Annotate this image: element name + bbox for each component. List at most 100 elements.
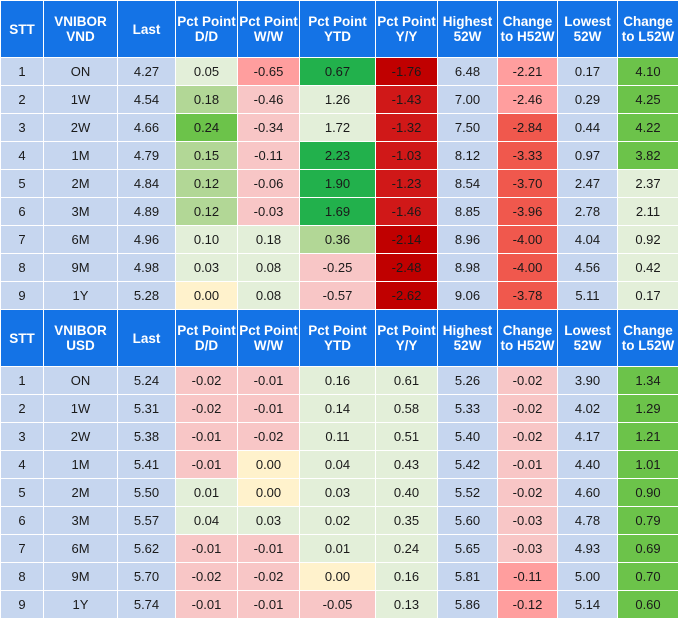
stt-cell: 9 (1, 282, 44, 310)
pct-ww-cell: -0.11 (238, 142, 300, 170)
pct-ytd-cell: 2.23 (300, 142, 376, 170)
highest-52w-cell: 5.86 (438, 591, 498, 619)
tenor-cell: 2W (44, 423, 118, 451)
header-pct-ytd: Pct Point YTD (300, 310, 376, 367)
pct-yy-cell: 0.51 (376, 423, 438, 451)
pct-ytd-cell: 1.69 (300, 198, 376, 226)
stt-cell: 4 (1, 451, 44, 479)
pct-ytd-cell: 0.03 (300, 479, 376, 507)
pct-yy-cell: 0.35 (376, 507, 438, 535)
last-cell: 4.27 (118, 58, 176, 86)
pct-yy-cell: -1.03 (376, 142, 438, 170)
stt-cell: 7 (1, 535, 44, 563)
change-h52w-cell: -3.70 (498, 170, 558, 198)
pct-yy-cell: -1.43 (376, 86, 438, 114)
pct-ww-cell: -0.06 (238, 170, 300, 198)
change-l52w-cell: 2.37 (618, 170, 678, 198)
stt-cell: 2 (1, 395, 44, 423)
pct-ww-cell: -0.65 (238, 58, 300, 86)
header-stt: STT (1, 1, 44, 58)
lowest-52w-cell: 0.44 (558, 114, 618, 142)
pct-dd-cell: 0.24 (176, 114, 238, 142)
stt-cell: 9 (1, 591, 44, 619)
last-cell: 5.62 (118, 535, 176, 563)
header-lowest-52w: Lowest 52W (558, 310, 618, 367)
change-l52w-cell: 0.60 (618, 591, 678, 619)
change-l52w-cell: 0.17 (618, 282, 678, 310)
last-cell: 4.98 (118, 254, 176, 282)
change-l52w-cell: 1.29 (618, 395, 678, 423)
tenor-cell: 6M (44, 226, 118, 254)
header-highest-52w: Highest 52W (438, 1, 498, 58)
pct-yy-cell: 0.40 (376, 479, 438, 507)
tenor-cell: 1W (44, 86, 118, 114)
lowest-52w-cell: 4.04 (558, 226, 618, 254)
pct-yy-cell: -2.62 (376, 282, 438, 310)
highest-52w-cell: 7.00 (438, 86, 498, 114)
highest-52w-cell: 5.65 (438, 535, 498, 563)
header-change-l52w: Change to L52W (618, 1, 678, 58)
highest-52w-cell: 6.48 (438, 58, 498, 86)
pct-ww-cell: -0.03 (238, 198, 300, 226)
lowest-52w-cell: 5.14 (558, 591, 618, 619)
change-h52w-cell: -3.78 (498, 282, 558, 310)
lowest-52w-cell: 4.56 (558, 254, 618, 282)
highest-52w-cell: 5.40 (438, 423, 498, 451)
change-l52w-cell: 0.69 (618, 535, 678, 563)
pct-ytd-cell: 0.11 (300, 423, 376, 451)
highest-52w-cell: 8.85 (438, 198, 498, 226)
tenor-cell: 3M (44, 507, 118, 535)
tenor-cell: 2M (44, 479, 118, 507)
highest-52w-cell: 8.54 (438, 170, 498, 198)
pct-ytd-cell: 0.36 (300, 226, 376, 254)
pct-ww-cell: -0.34 (238, 114, 300, 142)
pct-dd-cell: -0.01 (176, 423, 238, 451)
pct-ww-cell: -0.01 (238, 591, 300, 619)
change-l52w-cell: 0.90 (618, 479, 678, 507)
stt-cell: 6 (1, 507, 44, 535)
header-stt: STT (1, 310, 44, 367)
change-l52w-cell: 3.82 (618, 142, 678, 170)
highest-52w-cell: 8.12 (438, 142, 498, 170)
stt-cell: 2 (1, 86, 44, 114)
highest-52w-cell: 9.06 (438, 282, 498, 310)
pct-yy-cell: 0.24 (376, 535, 438, 563)
pct-ww-cell: 0.00 (238, 479, 300, 507)
change-h52w-cell: -0.02 (498, 395, 558, 423)
lowest-52w-cell: 5.00 (558, 563, 618, 591)
last-cell: 4.54 (118, 86, 176, 114)
tenor-cell: 3M (44, 198, 118, 226)
change-h52w-cell: -0.03 (498, 535, 558, 563)
lowest-52w-cell: 0.29 (558, 86, 618, 114)
pct-ytd-cell: 0.00 (300, 563, 376, 591)
pct-ww-cell: -0.02 (238, 423, 300, 451)
change-l52w-cell: 4.10 (618, 58, 678, 86)
header-lowest-52w: Lowest 52W (558, 1, 618, 58)
pct-ytd-cell: 0.14 (300, 395, 376, 423)
tenor-cell: 1Y (44, 282, 118, 310)
header-pct-ytd: Pct Point YTD (300, 1, 376, 58)
pct-dd-cell: 0.10 (176, 226, 238, 254)
lowest-52w-cell: 2.47 (558, 170, 618, 198)
header-tenor: VNIBOR USD (44, 310, 118, 367)
highest-52w-cell: 8.96 (438, 226, 498, 254)
change-h52w-cell: -0.12 (498, 591, 558, 619)
pct-ytd-cell: 0.67 (300, 58, 376, 86)
change-h52w-cell: -0.03 (498, 507, 558, 535)
change-l52w-cell: 1.01 (618, 451, 678, 479)
highest-52w-cell: 8.98 (438, 254, 498, 282)
lowest-52w-cell: 4.78 (558, 507, 618, 535)
change-h52w-cell: -2.84 (498, 114, 558, 142)
header-change-l52w: Change to L52W (618, 310, 678, 367)
last-cell: 4.96 (118, 226, 176, 254)
change-h52w-cell: -3.96 (498, 198, 558, 226)
last-cell: 5.24 (118, 367, 176, 395)
last-cell: 5.38 (118, 423, 176, 451)
